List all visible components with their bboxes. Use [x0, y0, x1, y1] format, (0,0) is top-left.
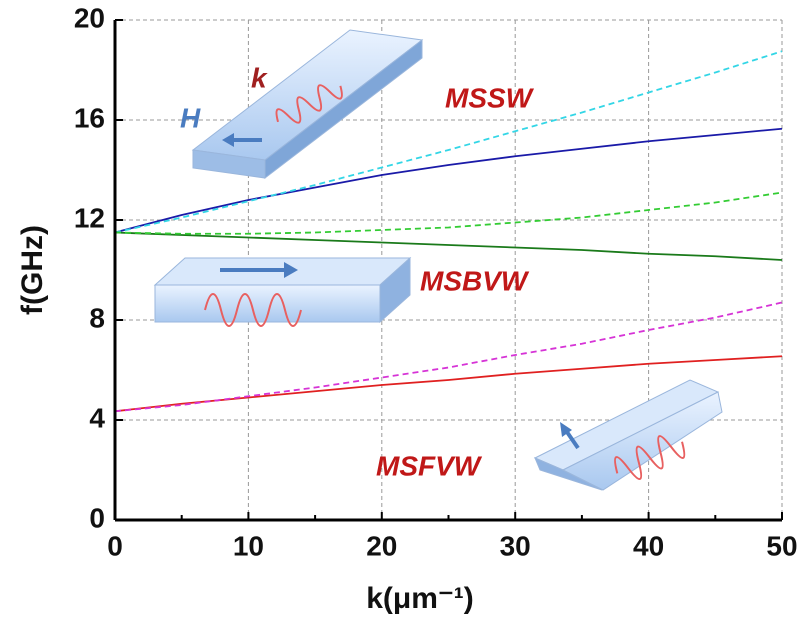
- y-tick-label: 16: [74, 102, 105, 133]
- annotation: MSFVW: [376, 450, 483, 481]
- series-line: [115, 233, 782, 261]
- chart: 0 4 8 12 16 20 0 10 20 30 40 50 k(μm⁻¹) f(GHz) MSSW…: [0, 0, 808, 625]
- x-tick-label: 10: [233, 530, 264, 561]
- y-tick-label: 4: [89, 402, 105, 433]
- x-tick-label: 0: [107, 530, 123, 561]
- series-line: [115, 193, 782, 234]
- slab-mssw: [193, 30, 422, 178]
- slab-msfvw: [535, 380, 722, 490]
- x-tick-label: 40: [633, 530, 664, 561]
- x-tick-label: 20: [366, 530, 397, 561]
- annotation: MSBVW: [420, 265, 530, 296]
- x-tick-label: 30: [500, 530, 531, 561]
- y-axis-label: f(GHz): [16, 225, 49, 315]
- y-tick-label: 20: [74, 2, 105, 33]
- y-tick-label: 8: [89, 302, 105, 333]
- annotation: k: [251, 62, 268, 93]
- annotation: MSSW: [445, 82, 535, 113]
- y-tick-label: 12: [74, 202, 105, 233]
- x-axis-label: k(μm⁻¹): [366, 582, 474, 615]
- annotation: H: [180, 102, 201, 133]
- y-tick-label: 0: [89, 502, 105, 533]
- x-tick-label: 50: [766, 530, 797, 561]
- slab-msbvw: [155, 258, 410, 326]
